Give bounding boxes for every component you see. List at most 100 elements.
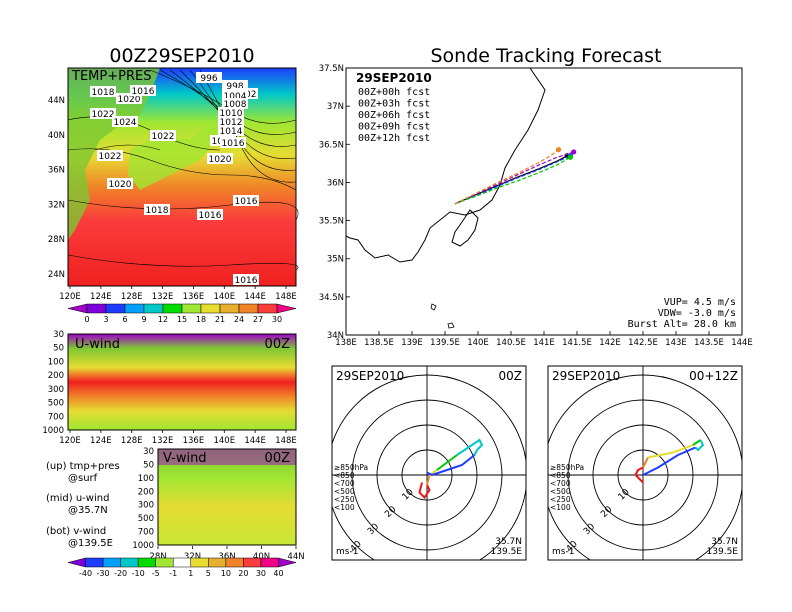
pressure-level-legend: <250 [550,495,571,504]
colorbar-swatch [155,557,174,568]
svg-text:1018: 1018 [92,88,115,98]
lat-tick-label: 36N [327,178,344,188]
colorbar-swatch [102,557,121,568]
pressure-level-legend: ≥850hPa [334,463,368,472]
hodograph-segment [694,439,705,452]
colorbar-tick: 6 [122,315,127,324]
lat-tick-label: 36N [218,552,235,562]
pressure-tick-label: 700 [48,412,64,422]
svg-text:996: 996 [200,74,217,84]
note-line: @surf [68,473,98,484]
pressure-level-legend: <700 [334,479,355,488]
colorbar-tick: -30 [97,569,110,578]
svg-text:1014: 1014 [220,127,243,137]
isobar-label: 1018 [90,86,116,98]
isobar-label: 1004 [222,90,248,102]
lon-tick-label: 120E [59,436,81,446]
burst-marker [571,149,577,155]
hodograph-lat: 35.7N [711,537,738,547]
lat-tick-label: 34N [327,331,344,341]
burst-marker [555,147,562,153]
colorbar-swatch [120,557,139,568]
left-title: 00Z29SEP2010 [109,45,254,67]
v-wind-time: 00Z [265,451,291,466]
svg-text:1020: 1020 [209,155,232,165]
hodograph-segment [634,466,644,484]
hodograph-segment [426,474,431,486]
note-line: (up) tmp+pres [46,461,120,472]
hodograph-time: 00+12Z [689,369,738,383]
lon-tick-label: 148E [275,436,297,446]
colorbar-swatch [219,303,240,314]
isobar-label: 1022 [150,130,176,142]
coastline [345,67,546,263]
track-line [454,156,571,205]
v-wind-panel: V-wind 00Z 30 50 100 200 300 500 700 1000 28N 32… [132,447,304,562]
lon-tick-label: 140E [213,436,235,446]
colorbar-tick: 40 [273,569,283,578]
hodograph-time: 00Z [499,369,523,383]
pressure-tick-label: 300 [48,385,64,395]
lat-tick-label: 28N [48,235,65,245]
lon-tick-label: 143.5E [694,338,724,348]
pressure-tick-label: 500 [48,399,64,409]
hodograph-lat: 35.7N [495,537,522,547]
svg-text:1020: 1020 [109,180,132,190]
colorbar-swatch [85,557,104,568]
pressure-tick-label: 30 [143,447,154,457]
pressure-tick-label: 1000 [132,541,154,551]
colorbar-tick: 15 [177,315,187,324]
isobar-label: 1016 [220,137,246,149]
forecast-legend-entry: 00Z+03h fcst [358,99,430,110]
colorbar-tick: -1 [169,569,177,578]
lat-tick-label: 44N [48,96,65,106]
lat-tick-label: 37N [327,102,344,112]
pressure-tick-label: 700 [138,528,154,538]
colorbar-swatch [208,557,227,568]
track-line [454,155,571,205]
pressure-tick-label: 500 [138,514,154,524]
isobar-label: 1010 [218,107,244,119]
temp-pres-map: 1018 1020 1016 1022 1024 1022 1022 1020 … [48,67,299,302]
map-label: TEMP+PRES [71,69,151,84]
wind-colorbar: -40 -30 -20 -10 -5 -1 1 5 10 20 30 40 [67,557,297,578]
isobar-label: 1012 [218,116,244,128]
svg-text:1004: 1004 [224,92,247,102]
svg-text:1016: 1016 [199,211,222,221]
hodograph-segment [642,457,649,468]
u-wind-time: 00Z [265,337,291,352]
pressure-tick-label: 100 [138,474,154,484]
colorbar-swatch [238,303,259,314]
lon-tick-label: 132E [152,292,174,302]
lon-tick-label: 148E [275,292,297,302]
colorbar-tick: 9 [141,315,146,324]
lat-tick-label: 32N [184,552,201,562]
hodograph-segment [642,446,696,476]
isobar-label: 1016 [233,195,259,207]
hodograph-lon: 139.5E [707,547,739,557]
colorbar-tick: 24 [234,315,244,324]
lon-tick-label: 120E [59,292,81,302]
pressure-level-legend: <850 [334,471,355,480]
hodograph-segment [692,439,702,446]
colorbar-tick: 12 [158,315,168,324]
colorbar-swatch [243,557,262,568]
lon-tick-label: 138.5E [364,338,394,348]
lon-tick-label: 144E [244,436,266,446]
colorbar-tick: 27 [253,315,263,324]
svg-text:1024: 1024 [114,118,137,128]
colorbar-swatch [278,557,297,568]
lat-tick-label: 34.5N [319,293,344,303]
pressure-level-legend: <100 [550,503,571,512]
hodograph-segment [456,438,484,456]
pressure-level-legend: <250 [334,495,355,504]
track-date: 29SEP2010 [356,71,432,85]
pressure-level-legend: <850 [550,471,571,480]
pressure-level-legend: <500 [550,487,571,496]
lon-tick-label: 136E [183,436,205,446]
v-wind-label: V-wind [163,451,207,466]
isobar-label: 1016 [130,85,156,97]
lon-tick-label: 142.5E [628,338,658,348]
colorbar-tick: 0 [84,315,89,324]
